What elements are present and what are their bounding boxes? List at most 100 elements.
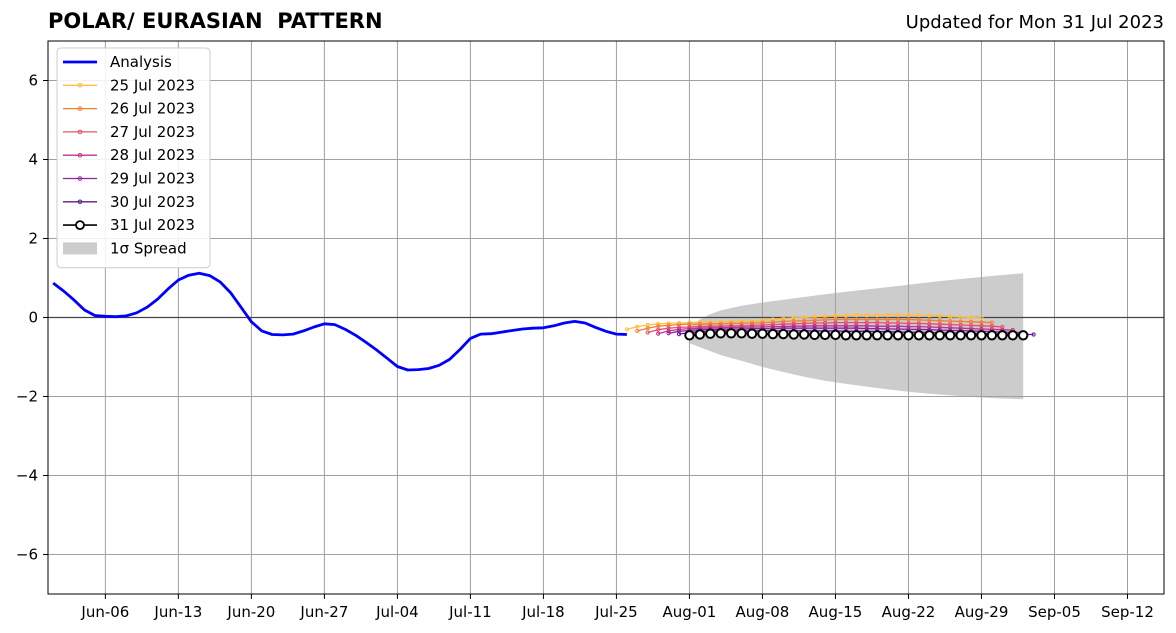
legend-label: 31 Jul 2023 xyxy=(110,216,195,234)
x-tick-label: Sep-05 xyxy=(1028,603,1081,621)
forecast-point xyxy=(840,330,852,341)
series-layer xyxy=(52,271,1036,372)
forecast-point xyxy=(819,329,831,341)
forecast-point xyxy=(864,313,869,318)
forecast-point xyxy=(944,330,956,341)
x-tick-label: Sep-12 xyxy=(1101,603,1154,621)
x-tick-label: Aug-29 xyxy=(955,603,1009,621)
forecast-point xyxy=(729,321,734,326)
legend-swatch-marker xyxy=(75,220,85,231)
x-tick-label: Jul-04 xyxy=(375,603,419,621)
forecast-point xyxy=(906,317,911,322)
forecast-point xyxy=(676,331,682,337)
forecast-point xyxy=(781,322,786,327)
forecast-point xyxy=(760,320,765,325)
y-tick-label: 2 xyxy=(28,230,38,248)
forecast-point xyxy=(851,330,862,341)
y-tick-label: −4 xyxy=(16,467,38,485)
forecast-point xyxy=(749,320,755,326)
forecast-point xyxy=(666,328,671,334)
legend-swatch-marker xyxy=(77,176,83,181)
forecast-point xyxy=(767,328,779,340)
forecast-point xyxy=(833,323,838,328)
legend-label: 27 Jul 2023 xyxy=(110,123,195,141)
legend-swatch-marker xyxy=(77,199,83,205)
x-tick-label: Jun-13 xyxy=(153,603,202,621)
forecast-point xyxy=(937,313,942,319)
forecast-point xyxy=(656,327,661,332)
forecast-point xyxy=(694,329,706,340)
x-tick-label: Jul-11 xyxy=(448,603,492,621)
x-tick-label: Aug-01 xyxy=(663,603,717,621)
axes-layer: Jun-06 Jun-13 Jun-20 Jun-27 Jul-04 Jul-11 Jul-… xyxy=(16,40,1165,621)
updated-date: Updated for Mon 31 Jul 2023 xyxy=(905,12,1164,33)
forecast-point xyxy=(875,313,880,318)
forecast-line xyxy=(647,321,1003,334)
forecast-point xyxy=(798,329,810,340)
forecast-point xyxy=(854,323,859,328)
x-tick-label: Jun-06 xyxy=(80,603,129,621)
x-tick-label: Jul-18 xyxy=(521,603,565,621)
legend-label: 29 Jul 2023 xyxy=(110,170,195,188)
x-tick-label: Jun-20 xyxy=(226,603,275,621)
y-tick-label: 0 xyxy=(28,309,38,327)
y-tick-label: 6 xyxy=(28,72,38,90)
legend-swatch-marker xyxy=(77,83,83,88)
forecast-point xyxy=(645,326,650,331)
forecast-point xyxy=(976,330,987,341)
legend-swatch-marker xyxy=(77,106,83,111)
forecast-point xyxy=(979,315,984,320)
x-tick-label: Aug-15 xyxy=(809,603,863,621)
forecast-point xyxy=(924,330,935,341)
forecast-point xyxy=(965,330,977,341)
legend-label: 25 Jul 2023 xyxy=(110,76,195,94)
forecast-point xyxy=(746,328,758,339)
forecast-point xyxy=(822,323,828,328)
forecast-point xyxy=(697,322,702,327)
forecast-line xyxy=(657,325,1013,335)
forecast-point xyxy=(958,315,963,320)
forecast-point xyxy=(861,330,872,341)
forecast-point xyxy=(635,324,640,329)
forecast-point xyxy=(903,330,914,341)
forecast-point xyxy=(843,323,848,328)
forecast-point xyxy=(666,331,671,336)
forecast-point xyxy=(948,314,953,319)
forecast-point xyxy=(934,330,945,341)
forecast-point xyxy=(684,330,695,341)
forecast-line xyxy=(668,327,1024,334)
forecast-point xyxy=(809,329,820,341)
forecast-point xyxy=(760,318,765,323)
legend-box xyxy=(56,47,211,269)
forecast-point xyxy=(871,330,883,341)
forecast-point xyxy=(1007,330,1018,341)
y-tick-label: −2 xyxy=(16,388,38,406)
forecast-point xyxy=(645,330,650,335)
forecast-point xyxy=(736,328,747,339)
x-tick-label: Jul-25 xyxy=(594,603,638,621)
forecast-point xyxy=(635,328,640,334)
legend-label: 26 Jul 2023 xyxy=(110,100,195,118)
forecast-point xyxy=(882,330,893,341)
forecast-point xyxy=(958,326,963,331)
forecast-point xyxy=(968,315,974,320)
chart-title: POLAR/ EURASIAN PATTERN xyxy=(48,9,383,33)
forecast-point xyxy=(757,328,768,339)
forecast-point xyxy=(916,313,921,318)
forecast-point xyxy=(718,321,723,326)
forecast-point xyxy=(708,321,713,326)
forecast-point xyxy=(739,321,744,326)
forecast-point xyxy=(927,313,932,318)
legend-label: 30 Jul 2023 xyxy=(110,193,195,211)
forecast-point xyxy=(770,320,775,325)
forecast-point xyxy=(791,321,796,326)
y-tick-label: −6 xyxy=(16,546,38,564)
forecast-point xyxy=(624,327,629,332)
legend-label: 1σ Spread xyxy=(110,239,187,257)
x-tick-label: Jun-27 xyxy=(299,603,348,621)
grid-layer xyxy=(48,41,1164,594)
forecast-point xyxy=(986,330,998,341)
forecast-point xyxy=(1031,332,1036,337)
forecast-point xyxy=(997,330,1008,341)
